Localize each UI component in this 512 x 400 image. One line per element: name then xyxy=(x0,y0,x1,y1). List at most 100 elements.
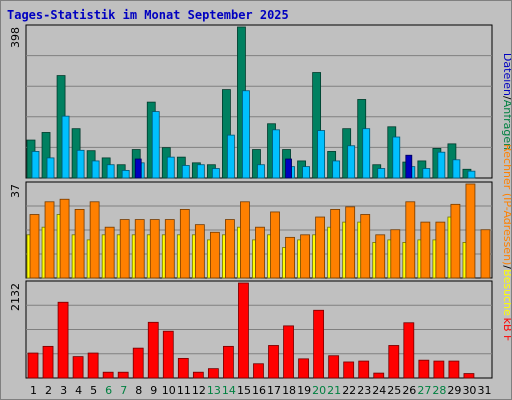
x-tick-label: 1 xyxy=(30,384,37,397)
series-label-part: Dateien xyxy=(501,53,511,96)
x-tick-label: 18 xyxy=(282,384,296,397)
bar-kb-f xyxy=(373,372,385,379)
x-tick-label: 20 xyxy=(312,384,326,397)
series-label: Dateien/Anfragen xyxy=(501,53,511,150)
bar-rechner xyxy=(360,214,371,279)
bar-dateien xyxy=(196,164,205,179)
x-tick-label: 16 xyxy=(252,384,266,397)
bar-rechner xyxy=(300,234,310,279)
bar-dateien xyxy=(377,168,386,179)
x-tick-label: 24 xyxy=(372,384,386,397)
bar-rechner xyxy=(240,201,250,279)
bar-rechner xyxy=(194,224,205,279)
bar-anfragen xyxy=(252,149,261,179)
bar-dateien xyxy=(467,170,476,179)
x-tick-label: 10 xyxy=(162,384,176,397)
bar-dateien xyxy=(422,168,431,179)
bar-dateien xyxy=(211,168,220,179)
bar-kb-f xyxy=(132,347,144,379)
x-tick-label: 19 xyxy=(297,384,311,397)
x-tick-label: 13 xyxy=(207,384,221,397)
bar-dateien xyxy=(437,151,446,179)
bar-dateien xyxy=(302,166,310,179)
bar-rechner xyxy=(44,201,55,279)
bar-rechner xyxy=(149,219,160,279)
bar-dateien xyxy=(272,129,280,179)
x-tick-label: 31 xyxy=(477,384,491,397)
x-tick-label: 2 xyxy=(45,384,52,397)
bar-rechner xyxy=(134,219,145,279)
bar-dateien xyxy=(61,115,70,179)
bar-seiten xyxy=(134,158,142,179)
bar-rechner xyxy=(375,234,386,279)
bar-rechner xyxy=(480,229,491,279)
bar-rechner xyxy=(59,198,70,279)
bar-dateien xyxy=(166,156,175,179)
x-tick-label: 30 xyxy=(462,384,476,397)
bar-seiten xyxy=(285,158,292,179)
x-tick-label: 14 xyxy=(222,384,236,397)
bar-rechner xyxy=(330,209,341,279)
bar-dateien xyxy=(392,136,401,179)
bar-dateien xyxy=(181,165,190,179)
bar-kb-f xyxy=(463,373,475,379)
bar-kb-f xyxy=(388,345,400,379)
bar-dateien xyxy=(46,157,55,179)
bar-kb-f xyxy=(253,363,264,379)
bar-dateien xyxy=(242,90,250,179)
bar-rechner xyxy=(315,216,326,279)
y-max-label: 2132 xyxy=(9,283,22,311)
series-label-part: Anfragen xyxy=(501,100,511,150)
bar-kb-f xyxy=(418,359,430,379)
bar-kb-f xyxy=(147,321,159,379)
bar-rechner xyxy=(270,211,280,279)
bar-seiten xyxy=(405,154,413,179)
bar-kb-f xyxy=(177,357,189,379)
x-tick-label: 12 xyxy=(192,384,206,397)
x-tick-label: 8 xyxy=(135,384,142,397)
bar-rechner xyxy=(435,221,446,279)
bar-dateien xyxy=(106,164,115,179)
bar-kb-f xyxy=(27,352,39,379)
bar-anfragen xyxy=(41,132,51,179)
bar-kb-f xyxy=(117,371,129,379)
bar-kb-f xyxy=(268,345,279,379)
series-label: Rechner (IP-Adressen)/Besuche xyxy=(501,144,511,316)
bar-kb-f xyxy=(57,301,69,379)
bar-kb-f xyxy=(448,360,460,379)
bar-kb-f xyxy=(223,345,234,379)
bar-rechner xyxy=(390,229,401,279)
x-tick-label: 5 xyxy=(90,384,97,397)
series-label-part: / xyxy=(501,96,511,100)
series-label-part: Besuche xyxy=(501,269,511,316)
bar-kb-f xyxy=(313,309,325,379)
bar-dateien xyxy=(151,111,160,179)
bar-dateien xyxy=(121,170,130,179)
bar-rechner xyxy=(345,206,356,279)
x-tick-label: 26 xyxy=(402,384,416,397)
bar-rechner xyxy=(89,201,100,279)
bar-dateien xyxy=(257,164,265,179)
bar-dateien xyxy=(362,128,371,179)
bar-kb-f xyxy=(72,356,84,379)
x-tick-label: 17 xyxy=(267,384,281,397)
bar-kb-f xyxy=(343,361,355,379)
bar-kb-f xyxy=(192,371,204,379)
bar-kb-f xyxy=(433,360,445,379)
bar-dateien xyxy=(347,145,356,179)
bar-dateien xyxy=(76,149,85,179)
bar-rechner xyxy=(255,226,265,279)
series-label: kB F xyxy=(501,318,511,342)
bar-kb-f xyxy=(328,355,340,379)
bar-rechner xyxy=(179,209,190,279)
bar-rechner xyxy=(74,209,85,279)
x-tick-label: 6 xyxy=(105,384,112,397)
x-tick-label: 11 xyxy=(177,384,191,397)
x-tick-label: 21 xyxy=(327,384,341,397)
x-tick-label: 28 xyxy=(432,384,446,397)
x-tick-label: 7 xyxy=(120,384,127,397)
bar-anfragen xyxy=(222,89,231,179)
bar-rechner xyxy=(225,219,235,279)
